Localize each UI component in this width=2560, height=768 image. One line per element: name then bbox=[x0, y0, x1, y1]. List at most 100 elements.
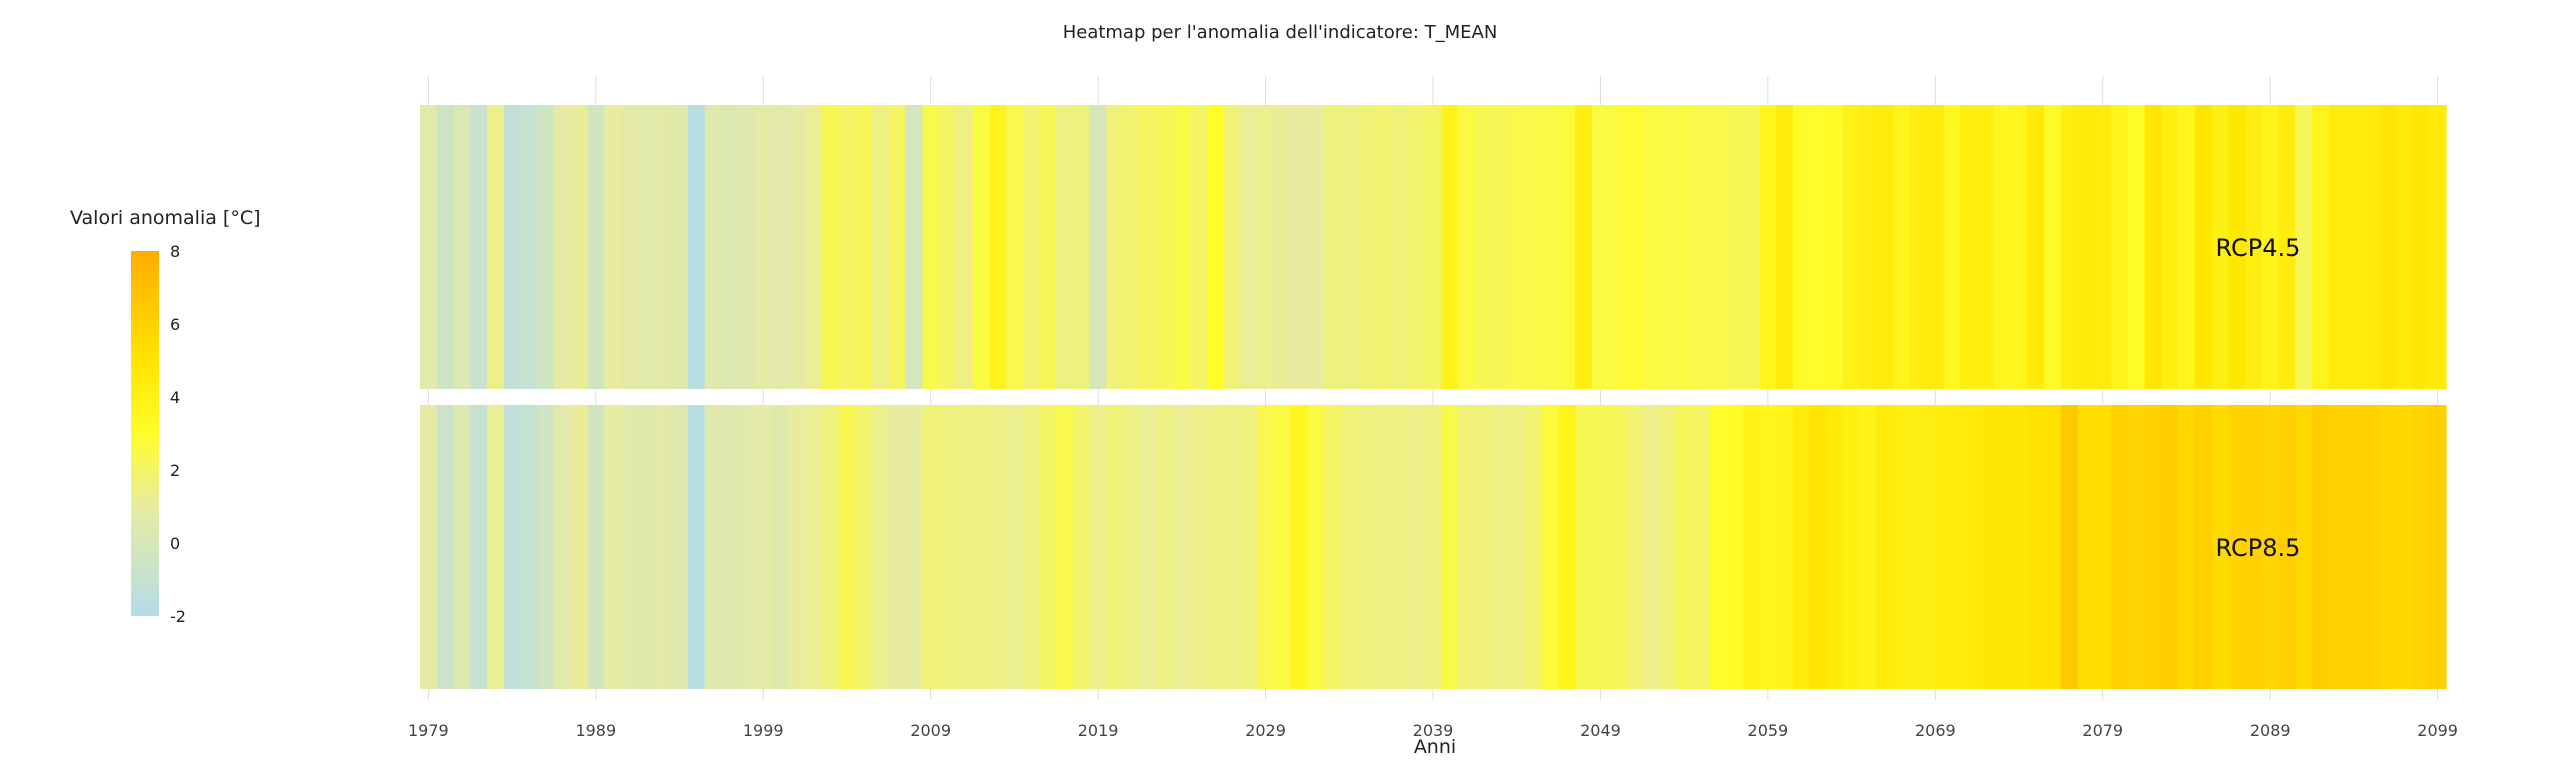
heatmap-cell bbox=[738, 105, 756, 389]
heatmap-cell bbox=[1943, 405, 1962, 689]
x-tick-label: 1989 bbox=[575, 721, 616, 740]
heatmap-cell bbox=[704, 405, 722, 689]
heatmap-cell bbox=[1876, 405, 1895, 689]
heatmap-cell bbox=[738, 405, 756, 689]
heatmap-cell bbox=[972, 105, 990, 389]
heatmap-cell bbox=[1324, 405, 1342, 689]
heatmap-cell bbox=[1859, 105, 1878, 389]
heatmap-cell bbox=[704, 105, 722, 389]
heatmap-cell bbox=[1742, 405, 1761, 689]
x-tick-label: 2039 bbox=[1413, 721, 1454, 740]
heatmap-cell bbox=[1022, 405, 1041, 689]
heatmap-cell bbox=[939, 105, 957, 389]
heatmap-cell bbox=[1876, 105, 1895, 389]
heatmap-cell bbox=[1592, 405, 1610, 689]
heatmap-cell bbox=[1173, 105, 1191, 389]
heatmap-cell bbox=[503, 405, 522, 689]
heatmap-cell bbox=[486, 105, 505, 389]
heatmap-cell bbox=[537, 105, 555, 389]
heatmap-cell bbox=[553, 405, 572, 689]
heatmap-cell bbox=[2328, 405, 2347, 689]
heatmap-cell bbox=[420, 405, 438, 689]
heatmap-cell bbox=[1123, 405, 1141, 689]
heatmap-cell bbox=[2010, 405, 2028, 689]
heatmap-cell bbox=[2278, 105, 2296, 389]
chart-title: Heatmap per l'anomalia dell'indicatore: … bbox=[1062, 22, 1498, 43]
heatmap-cell bbox=[503, 105, 522, 389]
legend-title: Valori anomalia [°C] bbox=[70, 207, 261, 229]
heatmap-cell bbox=[1843, 105, 1861, 389]
heatmap-cell bbox=[1592, 105, 1610, 389]
heatmap-cell bbox=[1374, 405, 1392, 689]
heatmap-cell bbox=[587, 105, 605, 389]
heatmap-cell bbox=[620, 405, 639, 689]
heatmap-cell bbox=[1073, 105, 1091, 389]
x-axis-label: Anni bbox=[1413, 736, 1457, 758]
heatmap-cell bbox=[2094, 105, 2112, 389]
heatmap-cell bbox=[2010, 105, 2028, 389]
x-tick-label: 1979 bbox=[408, 721, 449, 740]
x-tick-label: 2069 bbox=[1915, 721, 1956, 740]
heatmap-cell bbox=[1273, 405, 1292, 689]
heatmap-cell bbox=[1357, 105, 1375, 389]
heatmap-cell bbox=[2228, 405, 2246, 689]
heatmap-cell bbox=[436, 105, 455, 389]
heatmap-cell bbox=[1441, 105, 1459, 389]
heatmap-cell bbox=[520, 105, 538, 389]
heatmap-cell bbox=[671, 405, 689, 689]
heatmap-cell bbox=[1223, 105, 1242, 389]
heatmap-cell bbox=[754, 105, 773, 389]
heatmap-cell bbox=[1006, 105, 1024, 389]
legend-tick-label: -2 bbox=[170, 607, 186, 626]
x-tick-labels: 1979 1989 1999 2009 2019 2029 2039 2049 2059 2069… bbox=[408, 721, 2458, 740]
heatmap-cell bbox=[1993, 105, 2012, 389]
heatmap-cell bbox=[1558, 405, 1576, 689]
legend-tick-label: 2 bbox=[170, 461, 180, 480]
panel-rcp8-5: RCP8.5 bbox=[420, 405, 2447, 689]
heatmap-cell bbox=[1893, 405, 1911, 689]
heatmap-cell bbox=[2328, 105, 2347, 389]
x-tick-label: 2049 bbox=[1580, 721, 1621, 740]
heatmap-cell bbox=[2027, 105, 2045, 389]
heatmap-cell bbox=[1977, 105, 1995, 389]
heatmap-cell bbox=[2044, 405, 2062, 689]
heatmap-cell bbox=[721, 405, 739, 689]
heatmap-cell bbox=[1709, 405, 1727, 689]
heatmap-cell bbox=[1508, 105, 1526, 389]
heatmap-cell bbox=[1692, 105, 1710, 389]
heatmap-cell bbox=[872, 405, 890, 689]
heatmap-cell bbox=[2362, 105, 2380, 389]
heatmap-cell bbox=[1273, 105, 1292, 389]
series-label: RCP4.5 bbox=[2216, 234, 2301, 262]
heatmap-cell bbox=[1357, 405, 1375, 689]
heatmap-cell bbox=[872, 105, 890, 389]
heatmap-cell bbox=[1156, 105, 1175, 389]
heatmap-cell bbox=[1257, 405, 1275, 689]
heatmap-cell bbox=[620, 105, 639, 389]
heatmap-cell bbox=[2060, 405, 2079, 689]
heatmap-cell bbox=[2395, 405, 2414, 689]
heatmap-cell bbox=[922, 105, 940, 389]
heatmap-cell bbox=[2161, 405, 2179, 689]
heatmap-cell bbox=[1859, 405, 1878, 689]
heatmap-cell bbox=[2194, 105, 2213, 389]
heatmap-cell bbox=[2278, 405, 2296, 689]
legend-colorbar bbox=[131, 251, 159, 616]
heatmap-cell bbox=[1474, 105, 1493, 389]
heatmap-cell bbox=[1089, 405, 1108, 689]
heatmap-cell bbox=[888, 405, 907, 689]
legend-tick-label: 6 bbox=[170, 315, 180, 334]
heatmap-cell bbox=[1826, 405, 1844, 689]
heatmap-cell bbox=[1843, 405, 1861, 689]
heatmap-cell bbox=[1759, 405, 1777, 689]
heatmap-cell bbox=[1759, 105, 1777, 389]
heatmap-cell bbox=[1642, 405, 1660, 689]
heatmap-cell bbox=[838, 105, 856, 389]
heatmap-cell bbox=[671, 105, 689, 389]
heatmap-cell bbox=[2345, 405, 2363, 689]
heatmap-cell bbox=[2429, 105, 2447, 389]
heatmap-cell bbox=[1742, 105, 1761, 389]
heatmap-cell bbox=[587, 405, 605, 689]
heatmap-cell bbox=[1156, 405, 1175, 689]
